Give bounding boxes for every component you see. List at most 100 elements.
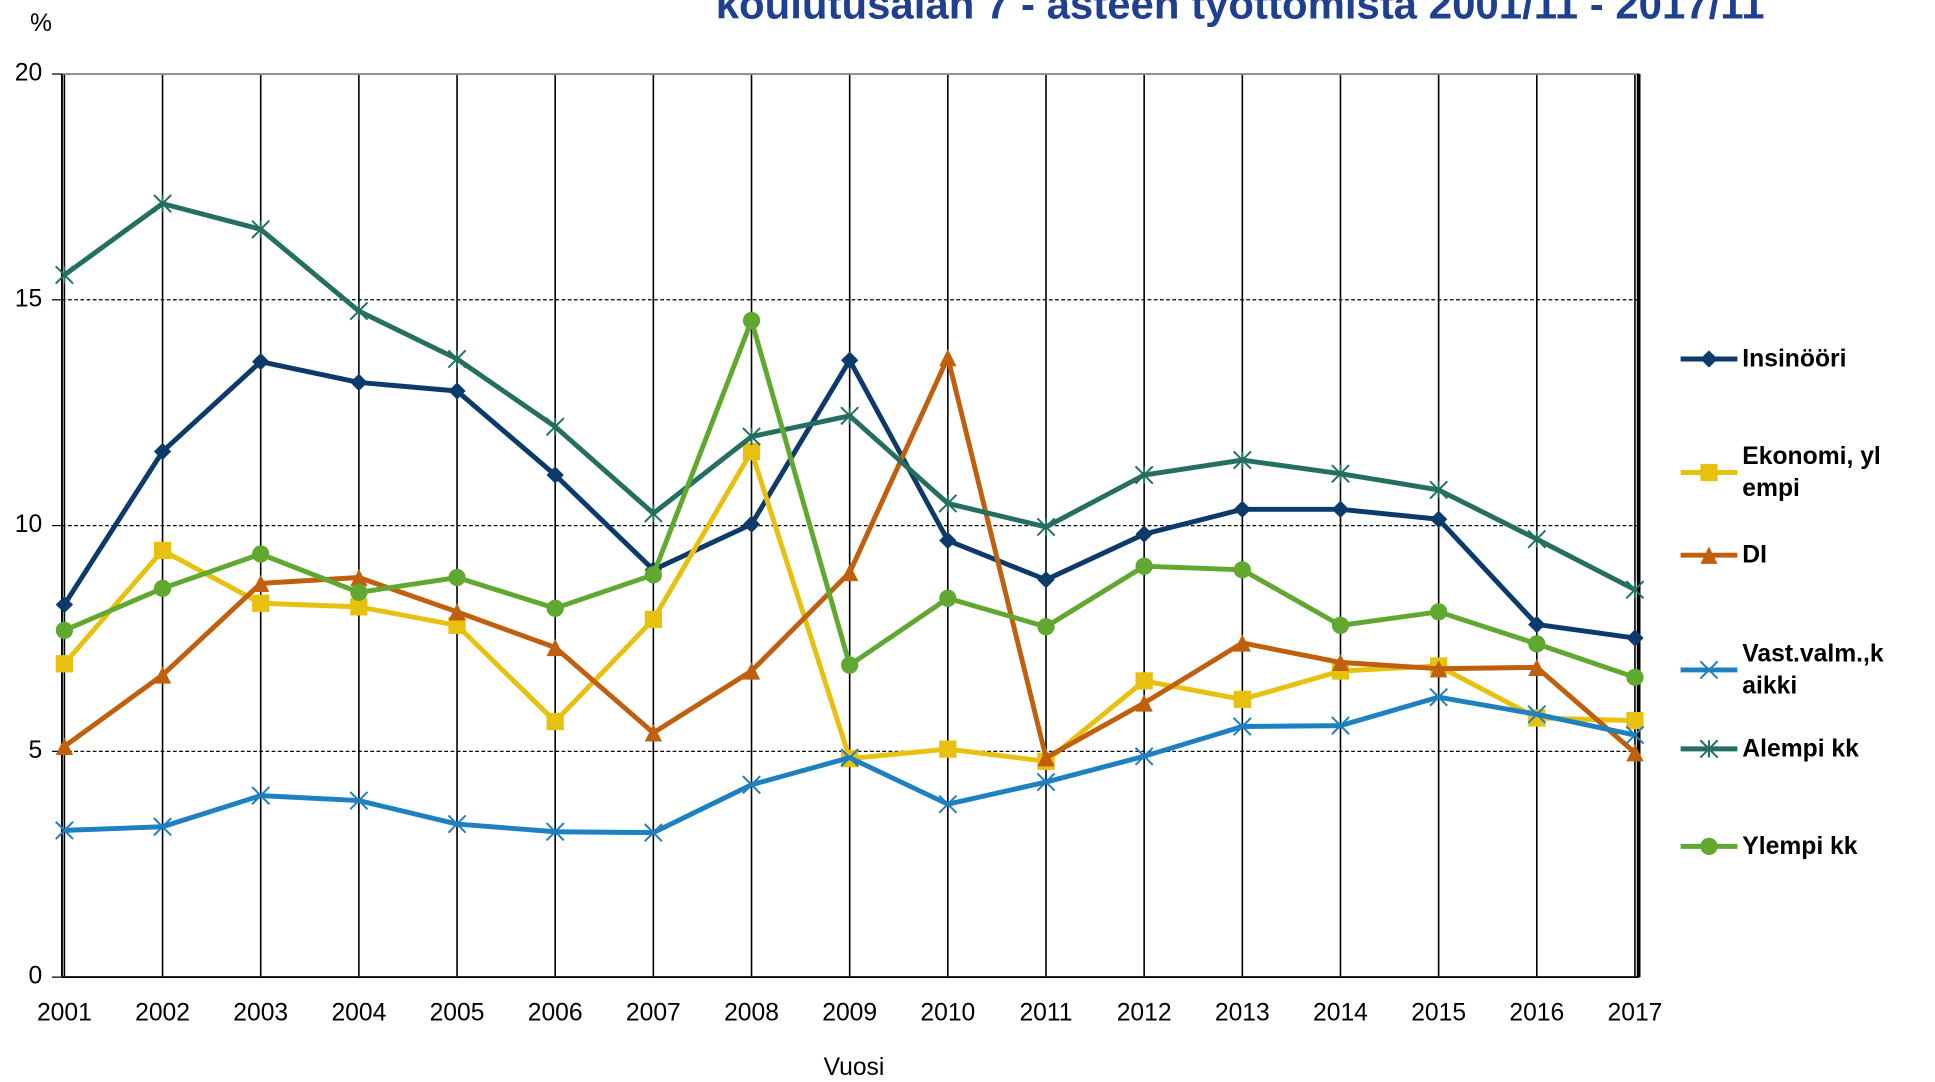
x-tick-label: 2009 (822, 1000, 877, 1027)
data-point (1626, 744, 1644, 762)
data-point (938, 494, 958, 513)
data-point (1233, 634, 1251, 652)
x-tick-label: 2002 (135, 1000, 190, 1027)
data-point (1232, 717, 1252, 736)
data-point (1037, 571, 1055, 589)
legend-label: Alempi kk (1742, 735, 1859, 763)
data-point (1527, 704, 1547, 724)
data-point (742, 662, 761, 680)
data-point (1528, 615, 1546, 634)
data-point (350, 568, 368, 587)
data-point (939, 348, 957, 367)
x-tick-label: 2015 (1411, 1000, 1466, 1027)
y-tick-label: 5 (28, 737, 42, 764)
data-point (153, 817, 172, 837)
data-point (1232, 450, 1252, 470)
data-point (1233, 690, 1251, 709)
x-tick-label: 2001 (37, 1000, 92, 1027)
data-point (1135, 672, 1153, 690)
data-point (546, 599, 564, 617)
data-point (939, 740, 957, 758)
data-point (1331, 653, 1350, 672)
legend-marker (1700, 350, 1718, 368)
data-point (55, 821, 74, 840)
data-point (840, 406, 860, 426)
data-point (1037, 749, 1055, 767)
legend-label-box: Vast.valm.,kaikki (1742, 640, 1884, 700)
data-point (1626, 668, 1644, 686)
legend-marker (1699, 660, 1719, 680)
data-point (447, 349, 467, 369)
data-point (55, 655, 74, 673)
data-point (545, 417, 565, 437)
data-point (1134, 746, 1154, 766)
data-point (644, 823, 663, 842)
data-point (1331, 716, 1350, 735)
data-point (1036, 772, 1056, 792)
legend-label: Vast.valm.,kaikki (1742, 640, 1884, 700)
data-point (1233, 500, 1251, 518)
data-point (939, 589, 957, 607)
data-point (153, 579, 172, 597)
data-point (448, 603, 466, 621)
data-point (252, 574, 270, 593)
data-point (252, 594, 270, 612)
data-point (448, 568, 466, 587)
data-point (1625, 580, 1645, 600)
data-point (1626, 712, 1644, 730)
data-point (1429, 480, 1448, 500)
x-axis-label: Vuosi (824, 1054, 885, 1081)
x-tick-label: 2005 (430, 1000, 485, 1027)
data-point (1135, 694, 1153, 712)
data-point (1528, 635, 1546, 653)
data-point (840, 748, 860, 768)
data-point (1625, 725, 1645, 745)
x-tick-label: 2008 (724, 1000, 779, 1027)
data-point (1527, 529, 1547, 549)
data-point (742, 311, 761, 330)
data-point (938, 794, 958, 814)
data-point (349, 791, 369, 810)
data-point (350, 598, 368, 616)
legend-label: Insinööri (1742, 345, 1847, 373)
chart-title: koulutusalan 7 - asteen työttömistä 2001… (716, 0, 1765, 27)
legend-label-box: DI (1742, 541, 1767, 569)
data-point (939, 531, 957, 550)
data-point (841, 656, 859, 674)
data-point (448, 616, 466, 635)
data-point (55, 737, 74, 756)
data-point (644, 504, 663, 523)
y-tick-label: 0 (28, 963, 42, 990)
y-tick-label: 15 (15, 285, 42, 312)
data-point (1331, 500, 1350, 518)
data-point (350, 583, 368, 602)
data-point (841, 563, 859, 582)
data-point (252, 353, 270, 371)
data-point (153, 541, 172, 560)
data-point (447, 814, 467, 834)
data-point (742, 442, 761, 461)
data-point (55, 265, 74, 285)
data-point (1233, 561, 1251, 579)
data-point (1430, 660, 1448, 678)
x-tick-label: 2010 (920, 1000, 975, 1027)
x-tick-label: 2006 (528, 1000, 583, 1027)
x-tick-label: 2013 (1215, 1000, 1270, 1027)
data-point (1135, 525, 1153, 543)
data-point (1528, 658, 1546, 677)
legend-label: Ylempi kk (1742, 832, 1858, 860)
data-point (546, 638, 564, 657)
x-tick-label: 2017 (1608, 1000, 1663, 1027)
data-point (1036, 517, 1056, 537)
data-point (742, 515, 761, 533)
legend-label: DI (1742, 541, 1767, 569)
data-point (1626, 629, 1644, 647)
x-tick-label: 2016 (1509, 1000, 1564, 1027)
data-point (153, 666, 172, 684)
x-tick-label: 2004 (331, 1000, 386, 1027)
y-tick-label: 20 (15, 60, 42, 87)
data-point (251, 786, 271, 805)
data-point (742, 427, 761, 446)
data-point (153, 442, 172, 461)
